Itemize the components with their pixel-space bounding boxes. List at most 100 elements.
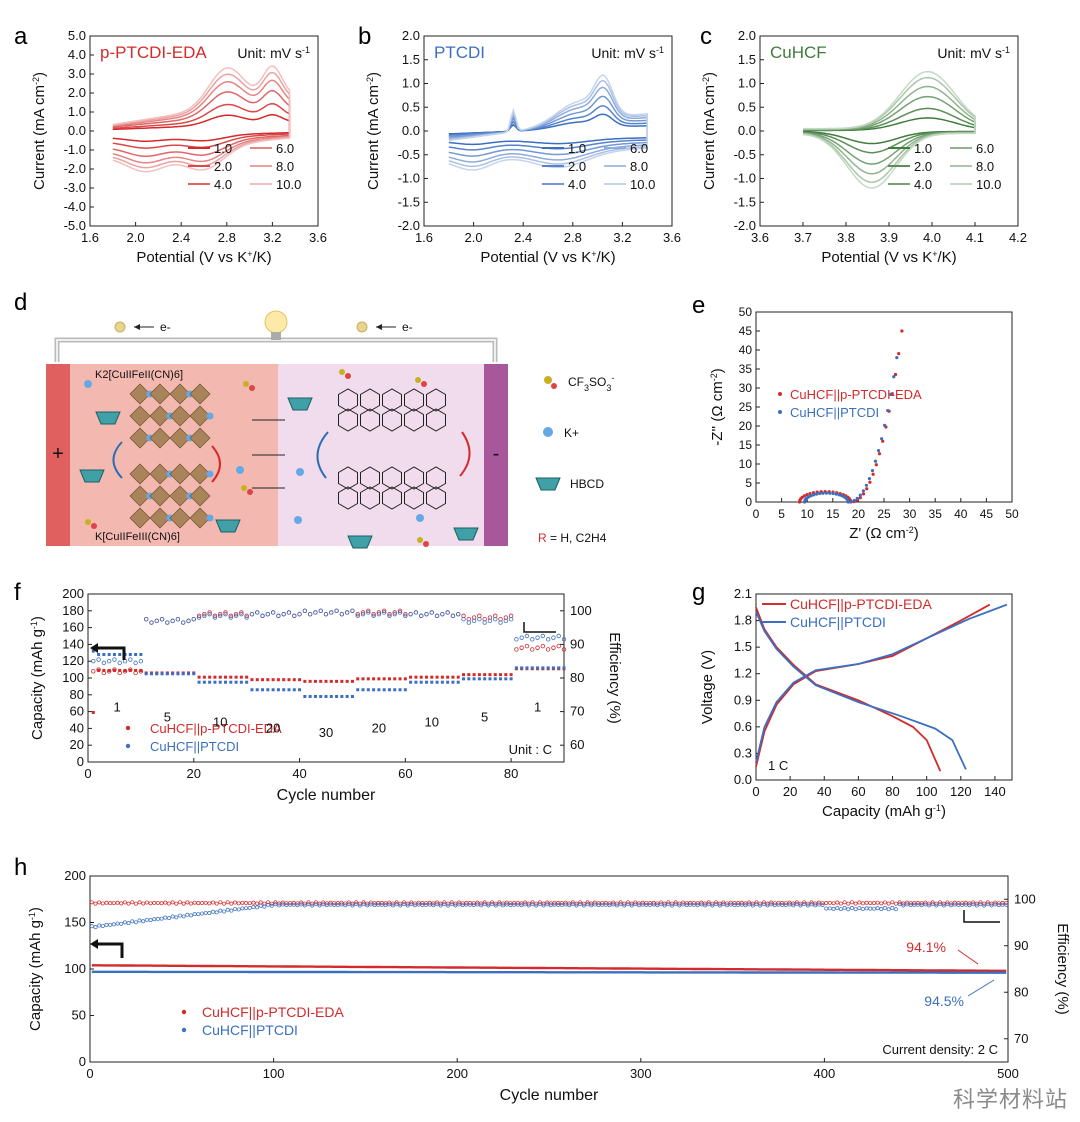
efficiency-point [392,610,397,615]
efficiency-point [170,900,175,905]
x-tick-label: 0 [752,784,759,799]
efficiency-point [174,901,179,906]
efficiency-point [126,921,131,926]
efficiency-point [100,901,105,906]
x-tick-label: 3.2 [263,230,281,245]
capacity-point [409,675,413,679]
efficiency-point [574,903,579,908]
panel-letter-b: b [358,23,371,50]
efficiency-point [912,902,917,907]
efficiency-point [355,611,360,617]
data-point [828,491,832,495]
y-axis-label: Current (mA cm-2) [31,72,48,190]
capacity-point [144,672,148,676]
efficiency-point [212,615,218,620]
efficiency-point [816,900,821,905]
efficiency-point [622,901,627,906]
rate-note: 1 C [768,758,788,773]
efficiency-point [754,902,759,907]
y-tick-label: 2.0 [738,28,756,43]
capacity-point [403,688,407,692]
x-tick-label: 3.7 [794,230,812,245]
lattice-octahedron [149,485,171,507]
capacity-point [499,677,503,681]
capacity-point [298,678,302,682]
y-tick-label: 0.0 [738,123,756,138]
efficiency-point [317,903,322,908]
capacity-point [377,688,381,692]
efficiency-point [155,900,160,905]
efficiency-point [603,900,608,905]
y-tick-label: 2.0 [402,28,420,43]
legend-label: CuHCF||PTCDI [150,739,239,754]
efficiency-point [908,903,913,908]
efficiency-point [424,901,428,905]
efficiency-point [310,903,315,908]
efficiency-point [196,912,201,917]
efficiency-point [750,901,755,906]
efficiency-point [861,901,865,906]
efficiency-point [820,903,825,907]
ring [382,388,402,412]
efficiency-point [883,906,887,910]
y-tick-label: 1.0 [402,76,420,91]
efficiency-point [827,900,832,905]
y-tick-label: 45 [739,324,753,338]
efficiency-point [302,901,307,906]
efficiency-point [648,901,652,906]
cathode-formula-bottom: K[CuIIFeIII(CN)6] [95,531,180,543]
capacity-point [134,652,138,656]
y-axis-label: -Z'' (Ω cm-2) [709,368,726,445]
efficiency-point [952,900,957,905]
efficiency-point [288,902,293,907]
legend-k-label: K+ [564,426,579,440]
efficiency-point [383,901,388,906]
efficiency-point [765,903,770,908]
y-tick-label: 35 [739,362,753,376]
ring [404,466,424,490]
cv-curve-2.0 [802,107,976,154]
discharge-curve [755,606,942,772]
redox-arrow-blue-2 [316,431,329,479]
efficiency-point [765,901,770,906]
efficiency-point [842,905,847,910]
efficiency-point [214,901,219,906]
capacity-point [245,680,249,684]
efficiency-point [434,613,440,619]
efficiency-point [791,901,796,906]
capacity-point [435,675,439,679]
efficiency-point [556,902,561,907]
data-point [867,476,872,481]
capacity-point [451,680,455,684]
efficiency-point [493,617,498,622]
efficiency-point [776,900,781,905]
efficiency-point [563,902,568,907]
cv-curve-10.0 [802,70,976,189]
efficiency-point [750,903,755,908]
efficiency-point [313,902,318,907]
y-tick-label: 30 [739,381,753,395]
x-tick-label: 2.0 [127,230,145,245]
y-tick-label: 25 [739,400,753,414]
efficiency-point [721,900,726,905]
efficiency-point [112,657,117,662]
capacity-point [319,694,323,698]
panel-letter-c: c [700,23,712,50]
efficiency-point [255,901,260,906]
efficiency-point [699,902,704,907]
efficiency-point [119,921,124,926]
efficiency-point [633,900,638,905]
efficiency-point [471,903,476,907]
efficiency-point [321,902,326,907]
efficiency-point [886,907,891,912]
capacity-point [462,677,466,681]
capacity-point [340,694,344,698]
circuit-wire-inner [56,339,496,362]
efficiency-point [211,900,215,905]
unit-note: Unit : C [509,742,552,757]
capacity-point [266,678,270,682]
efficiency-point [372,901,377,906]
efficiency-point [453,903,458,908]
x-axis-label: Potential (V vs K+/K) [136,249,271,266]
efficiency-point [104,922,109,927]
